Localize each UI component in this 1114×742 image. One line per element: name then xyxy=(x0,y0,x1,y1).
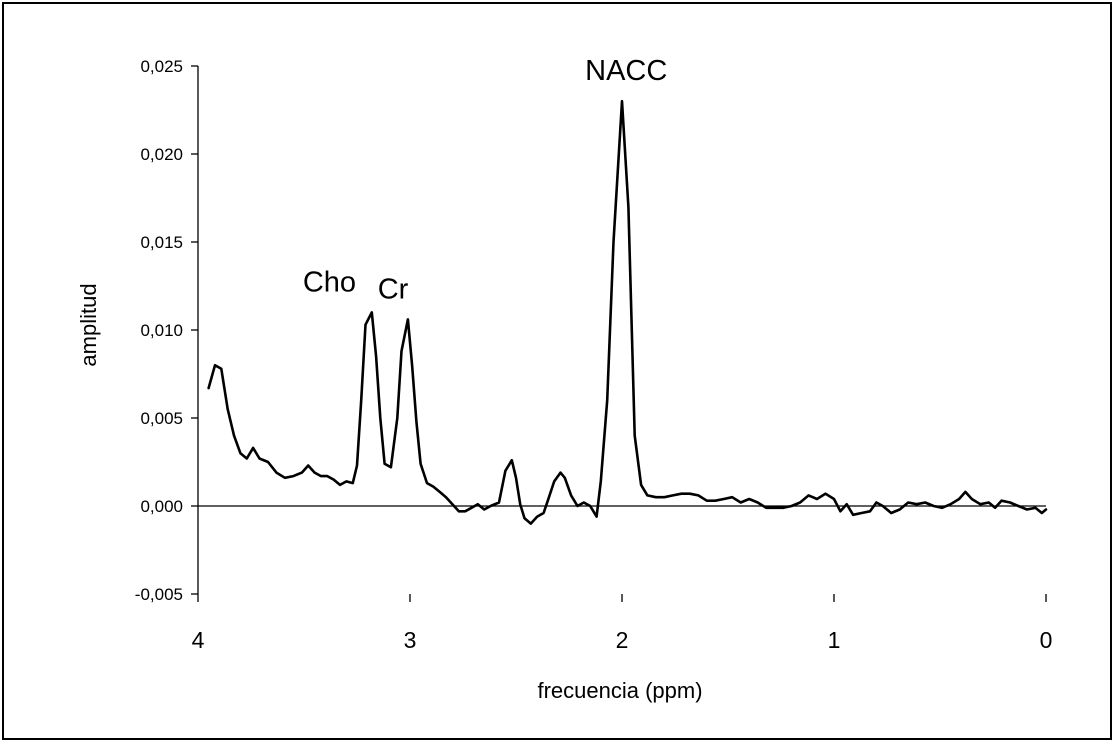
x-tick-label: 1 xyxy=(828,627,841,653)
y-axis-title: amplitud xyxy=(76,283,101,366)
peak-label-cho: Cho xyxy=(303,266,356,298)
x-tick-label: 3 xyxy=(404,627,417,653)
annotations-group: Cho Cr NACC xyxy=(303,55,667,305)
x-tick-label: 0 xyxy=(1040,627,1053,653)
peak-label-cr: Cr xyxy=(378,273,409,305)
y-tick-label: 0,015 xyxy=(140,233,183,252)
peak-label-nacc: NACC xyxy=(585,55,667,87)
y-tick-label: 0,005 xyxy=(140,409,183,428)
series-group xyxy=(207,99,1048,525)
spectrum-line xyxy=(207,99,1048,525)
y-tick-label: 0,020 xyxy=(140,145,183,164)
y-tick-label: 0,025 xyxy=(140,57,183,76)
y-tick-label: 0,010 xyxy=(140,321,183,340)
y-tick-label: 0,000 xyxy=(140,497,183,516)
x-axis-title: frecuencia (ppm) xyxy=(537,678,702,703)
x-tick-label: 2 xyxy=(616,627,629,653)
x-tick-label: 4 xyxy=(192,627,205,653)
y-tick-label: -0,005 xyxy=(135,585,183,604)
x-axis: 4 3 2 1 0 xyxy=(192,505,1053,653)
y-axis: 0,025 0,020 0,015 0,010 0,005 0,000 -0,005 xyxy=(135,57,199,604)
